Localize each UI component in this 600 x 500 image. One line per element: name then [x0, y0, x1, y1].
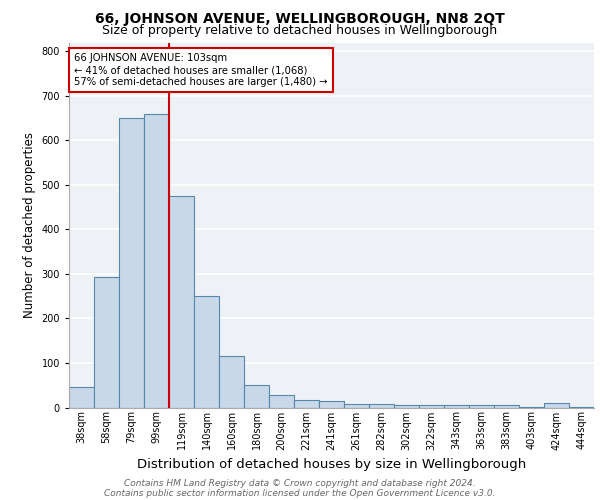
Bar — [144, 114, 169, 408]
Bar — [294, 400, 319, 407]
Bar — [319, 401, 344, 407]
Text: 66 JOHNSON AVENUE: 103sqm
← 41% of detached houses are smaller (1,068)
57% of se: 66 JOHNSON AVENUE: 103sqm ← 41% of detac… — [74, 54, 328, 86]
Bar — [269, 395, 294, 407]
Bar — [219, 356, 244, 408]
Y-axis label: Number of detached properties: Number of detached properties — [23, 132, 36, 318]
Bar — [244, 385, 269, 407]
Bar — [119, 118, 144, 408]
Bar — [194, 296, 219, 408]
Bar — [394, 405, 419, 407]
Text: Contains HM Land Registry data © Crown copyright and database right 2024.: Contains HM Land Registry data © Crown c… — [124, 478, 476, 488]
Bar — [419, 405, 444, 407]
Text: 66, JOHNSON AVENUE, WELLINGBOROUGH, NN8 2QT: 66, JOHNSON AVENUE, WELLINGBOROUGH, NN8 … — [95, 12, 505, 26]
Bar — [544, 404, 569, 407]
Bar — [94, 277, 119, 407]
Text: Size of property relative to detached houses in Wellingborough: Size of property relative to detached ho… — [103, 24, 497, 37]
Bar — [69, 386, 94, 407]
Bar — [169, 196, 194, 408]
Bar — [369, 404, 394, 407]
Bar — [344, 404, 369, 407]
Bar — [444, 406, 469, 407]
Text: Contains public sector information licensed under the Open Government Licence v3: Contains public sector information licen… — [104, 488, 496, 498]
X-axis label: Distribution of detached houses by size in Wellingborough: Distribution of detached houses by size … — [137, 458, 526, 471]
Bar — [469, 406, 494, 407]
Bar — [494, 406, 519, 407]
